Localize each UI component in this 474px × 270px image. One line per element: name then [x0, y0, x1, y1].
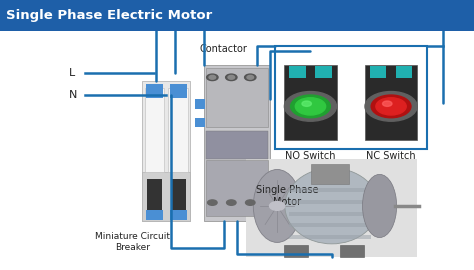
Circle shape — [365, 92, 417, 121]
Bar — [146, 84, 163, 98]
Bar — [168, 88, 188, 172]
Bar — [365, 65, 417, 140]
Bar — [206, 160, 268, 216]
Circle shape — [208, 200, 217, 205]
Circle shape — [302, 101, 311, 106]
Text: NC Switch: NC Switch — [366, 151, 416, 161]
Bar — [315, 66, 332, 78]
Bar — [142, 172, 190, 221]
Bar — [289, 200, 371, 204]
Bar — [146, 210, 163, 220]
Ellipse shape — [253, 170, 301, 242]
Circle shape — [227, 200, 236, 205]
Circle shape — [226, 74, 237, 80]
Bar — [370, 66, 386, 78]
Circle shape — [371, 95, 411, 118]
Text: Miniature Circuit
Breaker: Miniature Circuit Breaker — [95, 232, 170, 252]
Bar — [206, 68, 268, 127]
Circle shape — [207, 74, 218, 80]
Circle shape — [376, 98, 406, 115]
Ellipse shape — [363, 174, 397, 238]
Circle shape — [247, 75, 254, 79]
Circle shape — [246, 200, 255, 205]
Text: NO Switch: NO Switch — [285, 151, 336, 161]
Bar — [311, 164, 349, 184]
Bar — [170, 84, 187, 98]
Bar — [142, 81, 190, 221]
Bar — [147, 179, 162, 214]
Bar — [289, 224, 371, 227]
Bar — [246, 159, 417, 256]
Bar — [289, 235, 371, 239]
Bar — [284, 65, 337, 140]
Text: Contactor: Contactor — [200, 44, 248, 54]
Text: Single Phase Electric Motor: Single Phase Electric Motor — [6, 9, 212, 22]
Circle shape — [295, 98, 326, 115]
Bar — [170, 210, 187, 220]
Text: N: N — [69, 89, 77, 100]
Bar — [340, 245, 364, 256]
Bar — [289, 188, 371, 192]
Circle shape — [291, 95, 330, 118]
Bar — [289, 66, 306, 78]
Ellipse shape — [285, 168, 379, 244]
Bar — [145, 88, 164, 172]
Bar — [204, 65, 270, 221]
Text: Single Phase
Motor: Single Phase Motor — [256, 185, 319, 207]
Circle shape — [284, 92, 337, 121]
Bar — [206, 131, 268, 159]
Circle shape — [245, 74, 256, 80]
Bar — [275, 46, 427, 148]
Bar — [396, 66, 412, 78]
Circle shape — [383, 101, 392, 106]
Circle shape — [270, 202, 285, 210]
Bar — [171, 179, 186, 214]
Bar — [195, 99, 205, 109]
Bar — [284, 245, 308, 256]
Bar — [195, 118, 205, 127]
Circle shape — [228, 75, 235, 79]
Circle shape — [209, 75, 216, 79]
Text: L: L — [69, 68, 75, 78]
Bar — [289, 212, 371, 216]
Bar — [0, 0, 474, 31]
